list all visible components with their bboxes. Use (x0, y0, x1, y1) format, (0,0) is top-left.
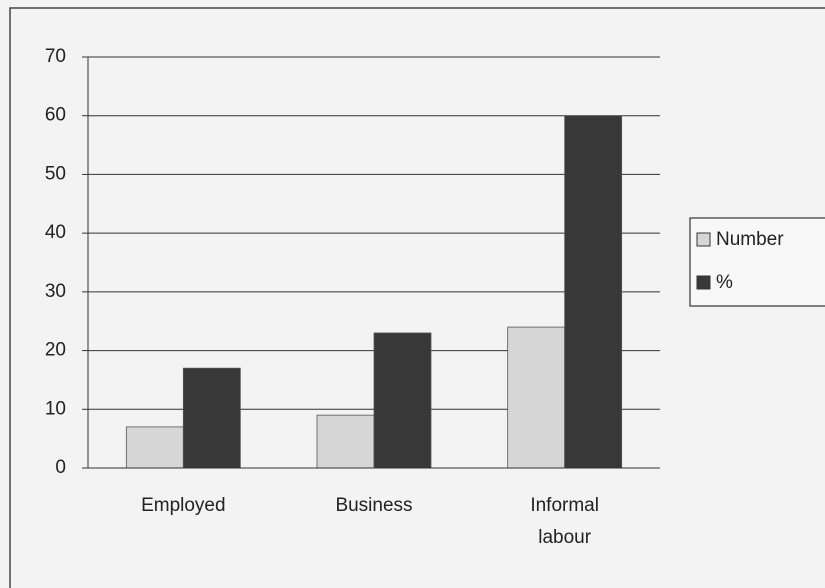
y-tick-label: 60 (45, 105, 66, 126)
y-tick-label: 20 (45, 340, 66, 361)
y-tick-label: 10 (45, 398, 66, 419)
y-tick-label: 0 (55, 457, 66, 478)
bar (182, 367, 241, 469)
legend-label: % (716, 272, 733, 293)
y-tick-label: 30 (45, 281, 66, 302)
x-tick-label: Informal labour (530, 495, 599, 548)
y-tick-label: 70 (45, 46, 66, 67)
y-tick-label: 40 (45, 222, 66, 243)
bar (507, 326, 566, 469)
legend-box (689, 217, 825, 307)
bar (373, 332, 432, 469)
y-tick-label: 50 (45, 163, 66, 184)
legend-label: Number (716, 229, 784, 250)
legend-swatch (696, 232, 711, 247)
bar (125, 426, 184, 469)
bar (564, 115, 623, 469)
bar (316, 414, 375, 469)
legend-swatch (696, 275, 711, 290)
x-tick-label: Employed (141, 495, 226, 516)
chart-border (9, 7, 825, 588)
x-tick-label: Business (335, 495, 413, 516)
